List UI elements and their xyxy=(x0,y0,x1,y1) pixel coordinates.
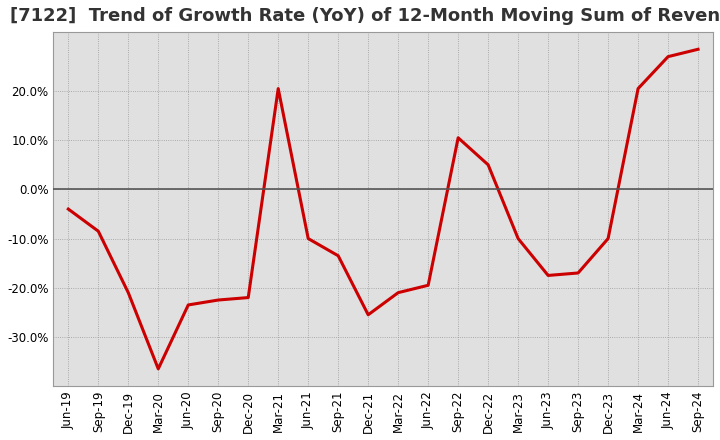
Title: [7122]  Trend of Growth Rate (YoY) of 12-Month Moving Sum of Revenues: [7122] Trend of Growth Rate (YoY) of 12-… xyxy=(10,7,720,25)
